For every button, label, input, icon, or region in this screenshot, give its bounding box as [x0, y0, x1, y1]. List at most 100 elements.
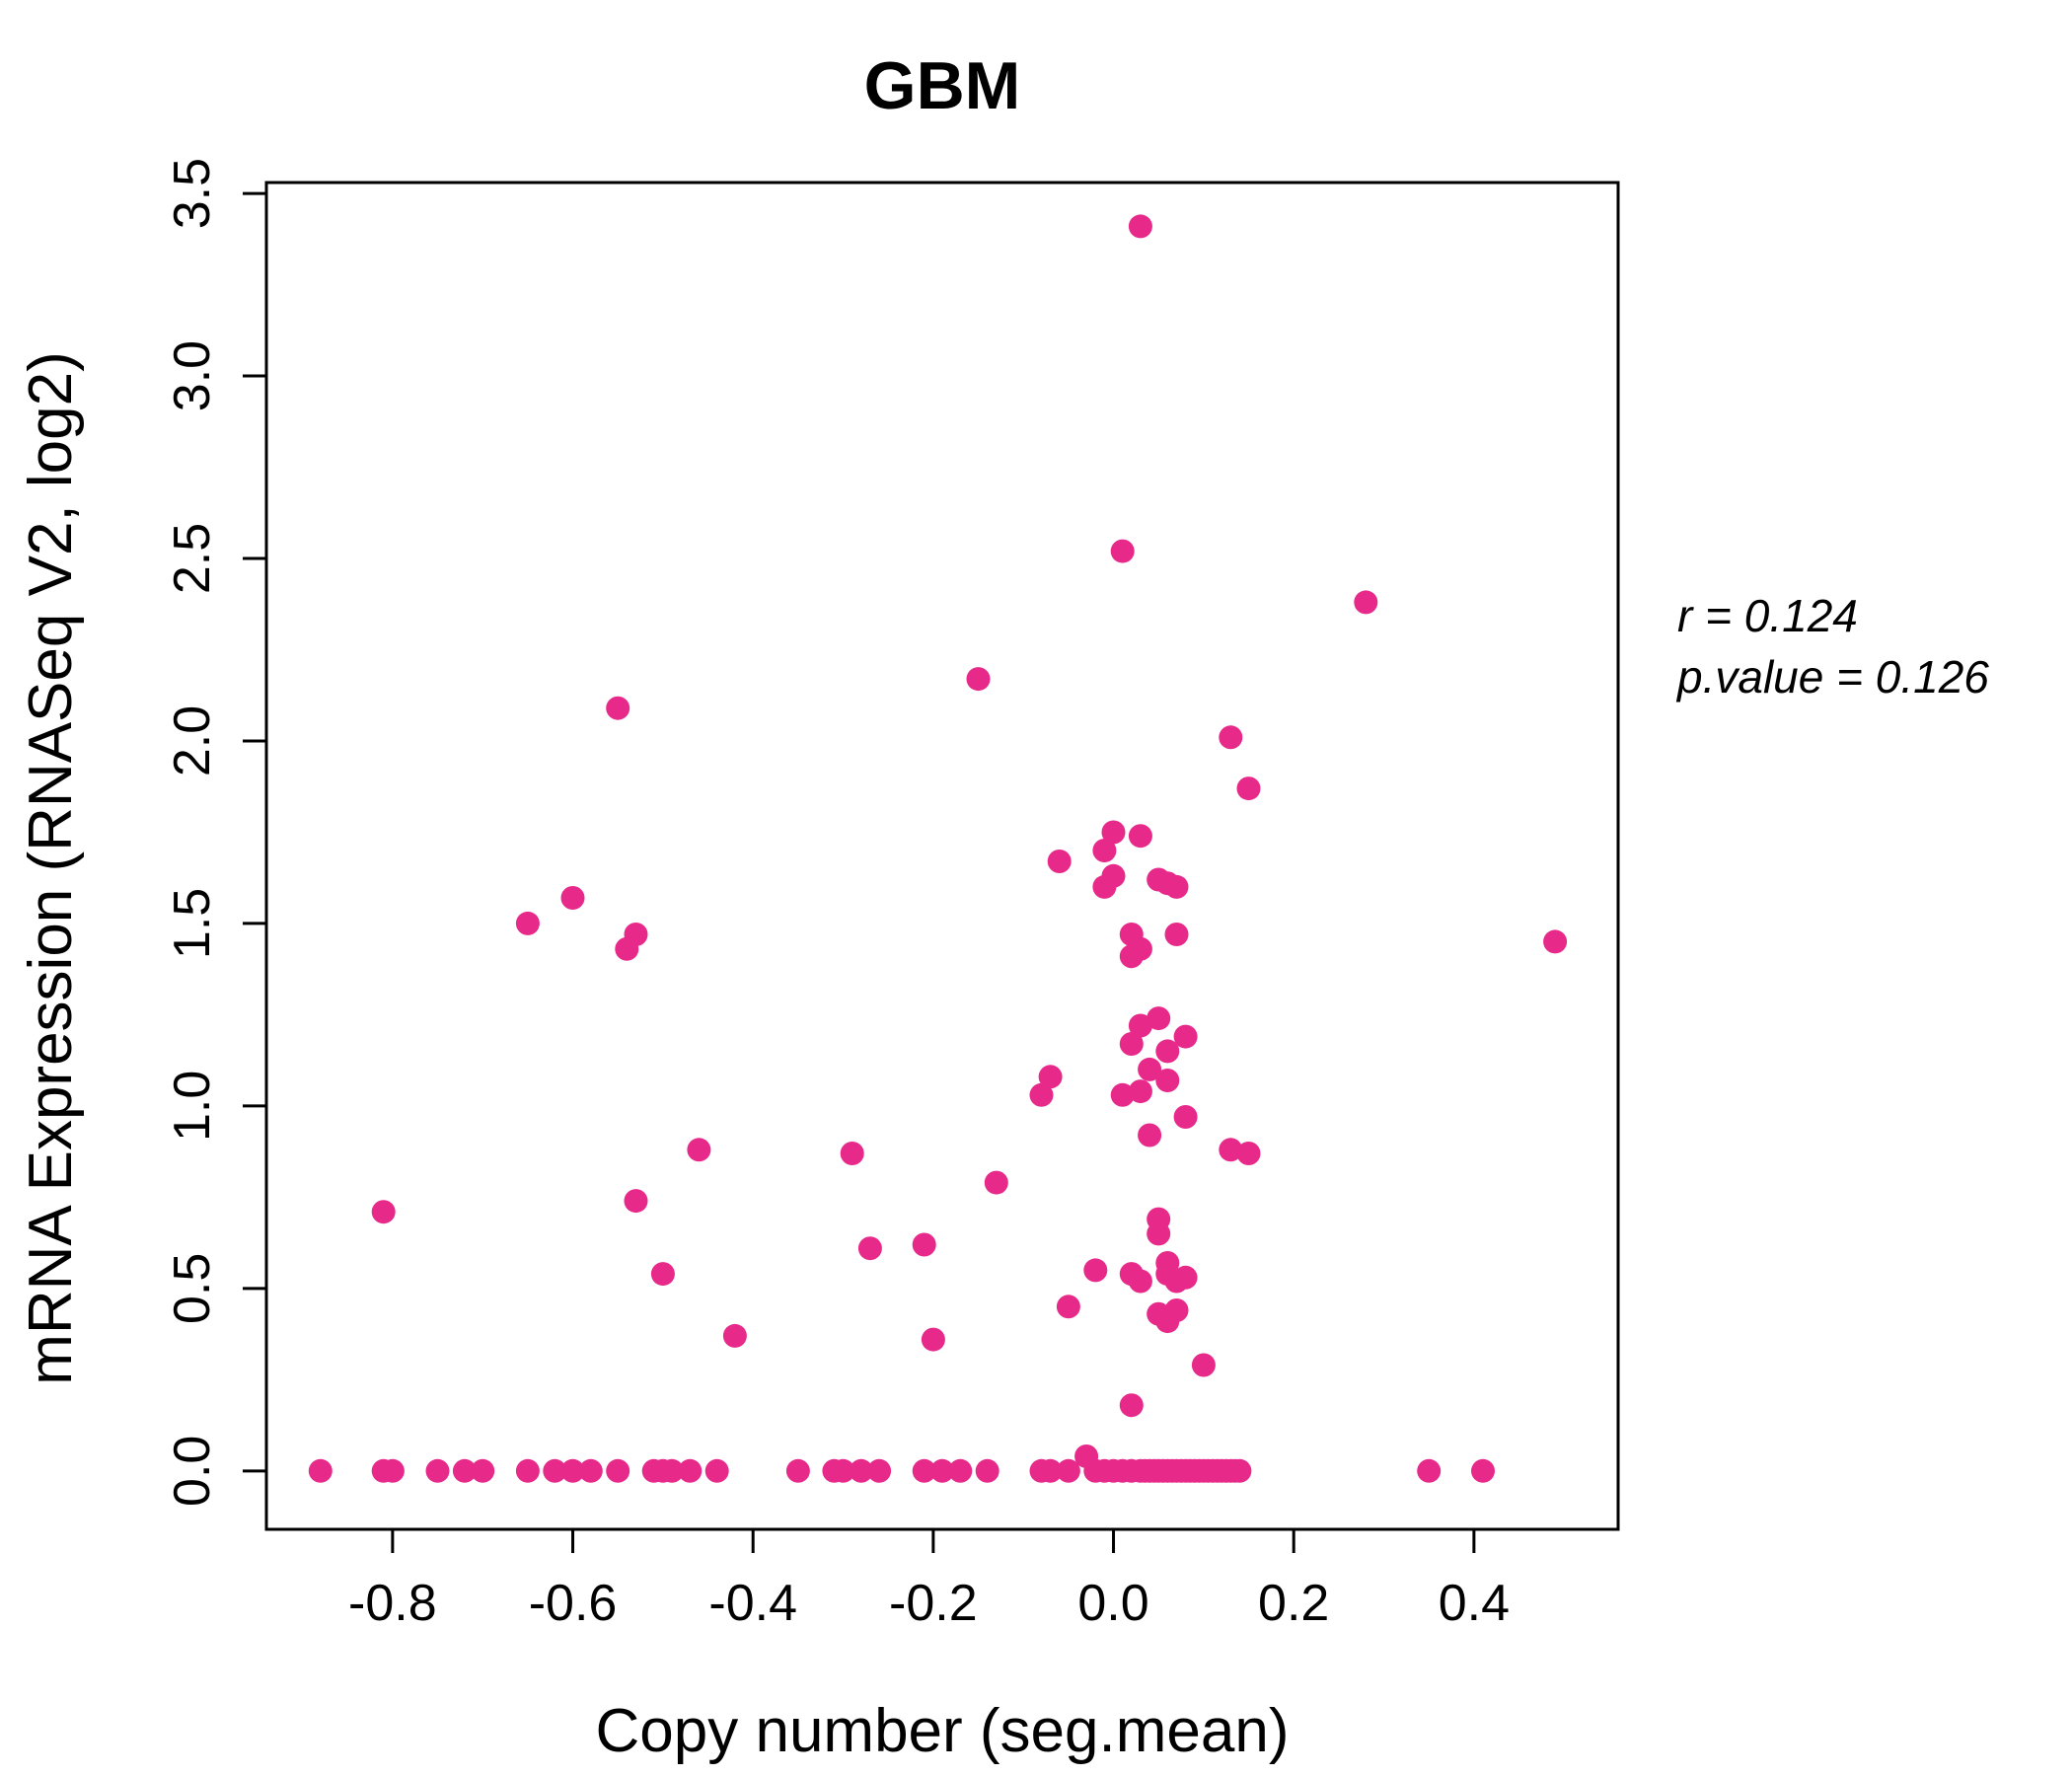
data-point	[471, 1458, 495, 1483]
x-tick-label: -0.4	[708, 1575, 797, 1632]
data-point	[849, 1458, 873, 1483]
data-point	[1056, 1295, 1080, 1319]
y-tick-label: 0.0	[164, 1436, 221, 1507]
data-point	[975, 1458, 999, 1483]
data-point	[1173, 1024, 1198, 1049]
y-tick-label: 1.0	[164, 1071, 221, 1142]
data-point	[606, 1458, 630, 1483]
data-point	[1354, 590, 1378, 615]
data-point	[1128, 1269, 1152, 1294]
data-points	[308, 214, 1568, 1483]
data-point	[840, 1142, 864, 1165]
data-point	[1191, 1353, 1216, 1377]
data-point	[1029, 1082, 1054, 1107]
data-point	[1119, 1393, 1144, 1418]
data-point	[1236, 1142, 1261, 1165]
data-point	[1038, 1458, 1063, 1483]
data-point	[1219, 1138, 1243, 1162]
data-point	[687, 1138, 711, 1162]
y-tick-label: 2.5	[164, 523, 221, 594]
x-tick-label: 0.4	[1439, 1575, 1510, 1632]
y-tick-label: 2.0	[164, 705, 221, 777]
data-point	[1056, 1458, 1080, 1483]
data-point	[452, 1458, 477, 1483]
data-point	[1147, 1006, 1171, 1031]
data-point	[515, 1458, 540, 1483]
data-point	[1128, 824, 1152, 849]
annotation-r-value: r = 0.124	[1677, 590, 1858, 641]
data-point	[1173, 1265, 1198, 1290]
data-point	[921, 1327, 945, 1352]
data-point	[1110, 1082, 1135, 1107]
data-point	[1471, 1458, 1495, 1483]
data-point	[912, 1232, 936, 1257]
data-point	[984, 1170, 1008, 1195]
data-point	[1543, 929, 1568, 954]
y-tick-label: 0.5	[164, 1253, 221, 1324]
data-point	[1101, 820, 1126, 845]
y-axis: 0.0 0.5 1.0 1.5 2.0 2.5 3.0 3.5	[164, 158, 266, 1507]
data-point	[1147, 1221, 1171, 1246]
data-point	[1047, 850, 1072, 873]
data-point	[308, 1458, 333, 1483]
data-point	[1164, 923, 1189, 946]
data-point	[1110, 539, 1135, 563]
data-point	[857, 1236, 882, 1261]
data-point	[543, 1458, 567, 1483]
data-point	[1173, 1105, 1198, 1129]
data-point	[912, 1458, 936, 1483]
data-point	[1092, 839, 1117, 862]
data-point	[1155, 1069, 1180, 1092]
x-tick-label: 0.2	[1258, 1575, 1329, 1632]
y-tick-label: 3.5	[164, 158, 221, 229]
data-point	[966, 667, 991, 692]
x-tick-label: -0.2	[889, 1575, 978, 1632]
data-point	[704, 1458, 729, 1483]
data-point	[1092, 874, 1117, 899]
data-point	[678, 1458, 703, 1483]
data-point	[560, 1458, 585, 1483]
data-point	[425, 1458, 450, 1483]
data-point	[624, 1189, 648, 1214]
data-point	[1128, 1079, 1152, 1104]
y-tick-label: 3.0	[164, 340, 221, 411]
data-point	[1119, 1032, 1144, 1056]
y-tick-label: 1.5	[164, 888, 221, 959]
x-tick-label: -0.8	[348, 1575, 437, 1632]
plot-area	[264, 181, 1620, 1531]
data-point	[1128, 1013, 1152, 1038]
data-point	[867, 1458, 892, 1483]
data-point	[560, 886, 585, 910]
data-point	[1038, 1065, 1063, 1089]
data-point	[1164, 874, 1189, 899]
data-point	[1083, 1258, 1108, 1283]
x-axis: -0.8 -0.6 -0.4 -0.2 0.0 0.2 0.4	[348, 1529, 1510, 1632]
data-point	[722, 1323, 747, 1348]
data-point	[1155, 1039, 1180, 1064]
data-point	[1227, 1458, 1252, 1483]
chart-title: GBM	[864, 48, 1021, 123]
x-axis-label: Copy number (seg.mean)	[596, 1697, 1290, 1765]
x-tick-label: -0.6	[529, 1575, 618, 1632]
data-point	[948, 1458, 973, 1483]
data-point	[831, 1458, 855, 1483]
data-point	[1119, 944, 1144, 969]
x-tick-label: 0.0	[1077, 1575, 1148, 1632]
data-point	[515, 911, 540, 935]
data-point	[660, 1458, 684, 1483]
data-point	[380, 1458, 405, 1483]
y-axis-label: mRNA Expression (RNASeq V2, log2)	[17, 351, 85, 1385]
data-point	[606, 696, 630, 720]
data-point	[1236, 777, 1261, 801]
data-point	[650, 1262, 675, 1287]
data-point	[1417, 1458, 1442, 1483]
data-point	[578, 1458, 603, 1483]
data-point	[371, 1200, 396, 1224]
data-point	[1138, 1123, 1162, 1147]
data-point	[1138, 1057, 1162, 1081]
data-point	[1164, 1298, 1189, 1322]
data-point	[930, 1458, 954, 1483]
data-point	[785, 1458, 810, 1483]
